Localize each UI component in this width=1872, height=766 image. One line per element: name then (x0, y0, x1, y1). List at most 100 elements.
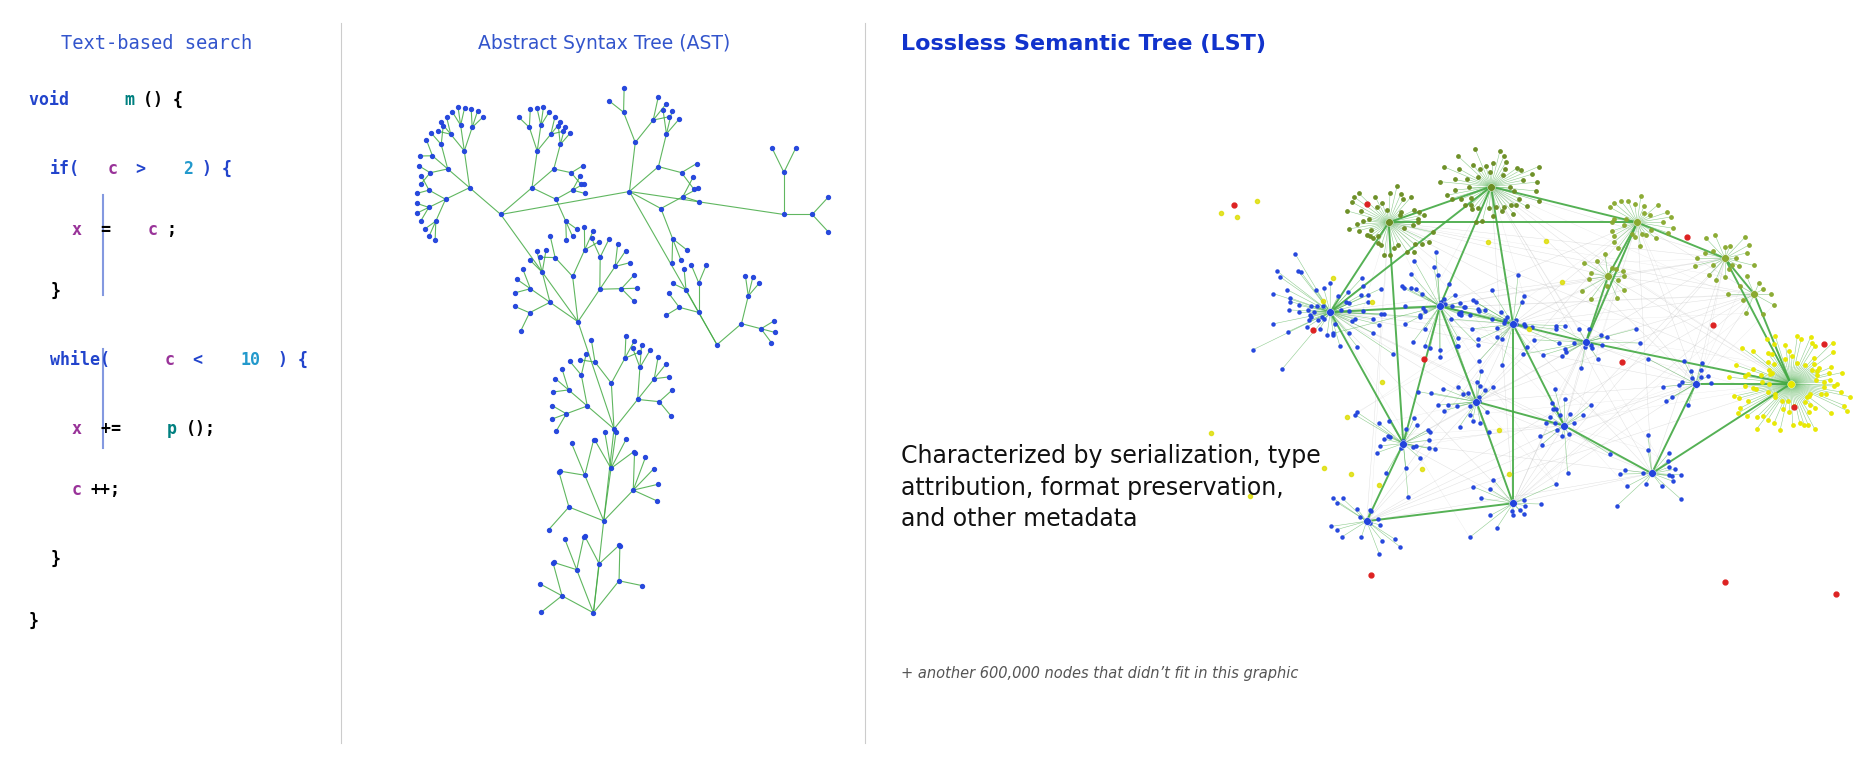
Point (558, 231, 588, 243)
Point (1827, 366, 1857, 378)
Point (431, 193, 461, 205)
Point (758, 315, 788, 327)
Point (1516, 321, 1546, 333)
Point (734, 290, 764, 302)
Point (1498, 208, 1528, 220)
Point (1541, 403, 1571, 415)
Point (623, 393, 653, 405)
Point (1475, 483, 1505, 496)
Point (1486, 332, 1516, 345)
Point (522, 145, 552, 157)
Point (1627, 190, 1657, 202)
Point (1337, 196, 1367, 208)
Point (1660, 463, 1690, 475)
Point (1775, 345, 1805, 357)
Point (665, 113, 695, 125)
Point (1464, 391, 1494, 404)
Point (1681, 260, 1711, 272)
Point (1415, 426, 1445, 438)
Point (1273, 304, 1303, 316)
Point (1732, 247, 1762, 259)
Point (1365, 417, 1395, 429)
Point (1760, 391, 1790, 403)
Point (1400, 440, 1430, 452)
Point (1346, 272, 1376, 284)
Point (1368, 248, 1398, 260)
Point (651, 98, 681, 110)
Point (1346, 289, 1376, 301)
Point (550, 533, 580, 545)
Point (1537, 403, 1567, 415)
Point (1745, 277, 1775, 290)
Point (1488, 201, 1518, 214)
Point (590, 426, 620, 438)
Point (1747, 369, 1777, 381)
Point (691, 260, 721, 272)
Point (1720, 359, 1750, 372)
Text: ++;: ++; (90, 481, 120, 499)
Point (1728, 294, 1758, 306)
Point (747, 322, 777, 335)
Point (1301, 283, 1331, 296)
Point (1398, 205, 1428, 217)
Point (1629, 207, 1659, 219)
Point (1423, 399, 1453, 411)
Point (599, 423, 629, 435)
Point (567, 159, 597, 172)
Point (1284, 306, 1314, 319)
Point (1284, 265, 1314, 277)
Point (1509, 349, 1539, 361)
Point (1829, 399, 1859, 411)
Point (539, 163, 569, 175)
Point (681, 157, 711, 169)
Point (1501, 318, 1531, 330)
Point (580, 434, 610, 446)
Point (644, 351, 674, 363)
Text: p: p (167, 420, 176, 438)
Point (1425, 344, 1455, 356)
Point (1357, 313, 1387, 325)
Point (1748, 283, 1778, 296)
Point (668, 264, 698, 276)
Point (586, 251, 616, 264)
Point (638, 114, 668, 126)
Point (436, 128, 466, 140)
Point (1376, 249, 1406, 261)
Point (1374, 415, 1404, 427)
Point (1741, 383, 1771, 395)
Point (1775, 406, 1805, 418)
Point (1331, 296, 1361, 309)
Point (1668, 375, 1698, 388)
Point (1402, 419, 1432, 431)
Point (1752, 385, 1782, 398)
Point (726, 317, 756, 329)
Point (1410, 208, 1440, 221)
Point (1651, 395, 1681, 408)
Point (1436, 313, 1466, 325)
Point (569, 530, 599, 542)
Point (1634, 353, 1664, 365)
Point (1490, 314, 1520, 326)
Point (1737, 381, 1767, 394)
Point (1559, 417, 1589, 429)
Point (657, 384, 687, 396)
Point (1520, 185, 1550, 197)
Point (1383, 239, 1413, 251)
Point (1552, 467, 1582, 480)
Point (1647, 216, 1677, 228)
Point (1295, 309, 1325, 321)
Point (1460, 143, 1490, 155)
Point (1509, 174, 1539, 186)
Point (1610, 218, 1640, 231)
Point (1430, 161, 1460, 173)
Point (1541, 320, 1571, 332)
Point (1475, 202, 1505, 214)
Point (1404, 213, 1434, 225)
Point (610, 352, 640, 365)
Point (1391, 300, 1421, 313)
Point (1771, 339, 1801, 351)
Point (1389, 282, 1419, 294)
Point (1526, 498, 1556, 510)
Point (517, 182, 547, 194)
Point (1475, 509, 1505, 522)
